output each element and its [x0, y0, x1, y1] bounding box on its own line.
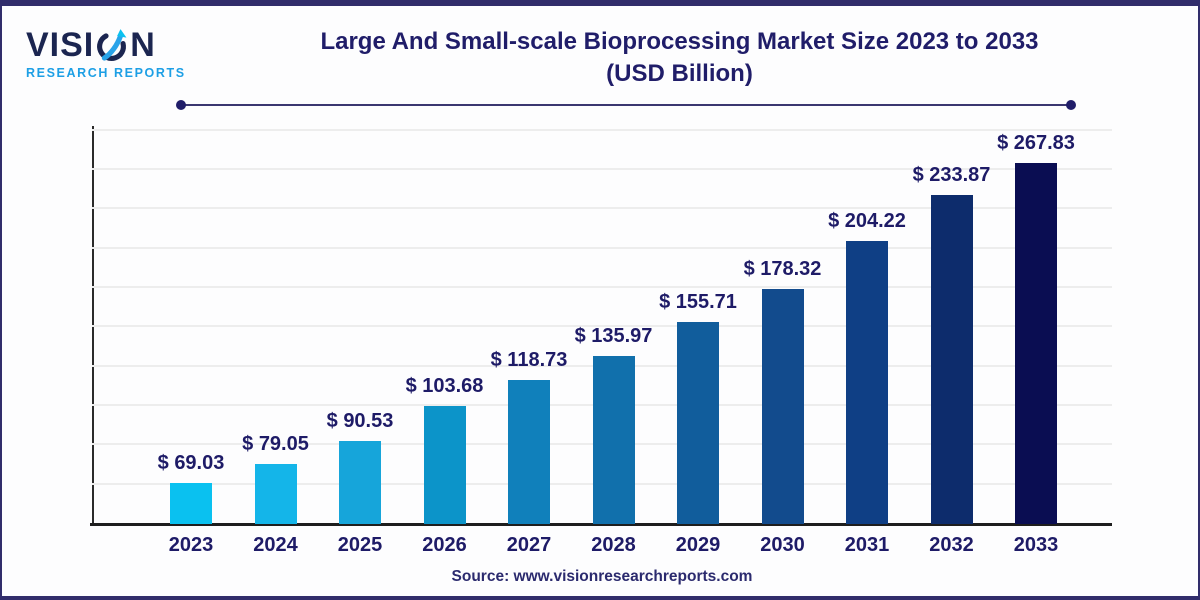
bar-2030: $ 178.32 — [744, 258, 821, 524]
bar-value-label-2025: $ 90.53 — [326, 410, 394, 432]
x-axis-label-2025: 2025 — [337, 534, 383, 556]
gridline — [92, 325, 1112, 328]
chart-title-line2: (USD Billion) — [606, 59, 753, 87]
logo-text-right: N — [130, 26, 156, 64]
bar-2029: $ 155.71 — [659, 291, 737, 524]
bar-value-label-2024: $ 79.05 — [242, 433, 309, 455]
chart-title: Large And Small-scale Bioprocessing Mark… — [187, 26, 1172, 89]
bar-2032: $ 233.87 — [913, 164, 990, 524]
x-axis-label-2029: 2029 — [675, 534, 721, 556]
bar-2028: $ 135.97 — [575, 325, 652, 524]
x-axis-label-2024: 2024 — [253, 534, 298, 556]
x-axis-label-2023: 2023 — [168, 534, 214, 556]
x-axis-label-2028: 2028 — [591, 534, 636, 556]
bar-value-label-2029: $ 155.71 — [659, 291, 737, 313]
source-attribution: Source: www.visionresearchreports.com — [451, 568, 753, 585]
gridline — [92, 207, 1112, 210]
x-axis-label-2030: 2030 — [760, 534, 805, 556]
bar-2031: $ 204.22 — [828, 210, 906, 524]
droplet-o-icon — [97, 29, 127, 61]
title-underline — [176, 100, 1076, 110]
bar-2025: $ 90.53 — [327, 410, 393, 524]
bar-2026: $ 103.68 — [406, 375, 483, 524]
vision-research-reports-logo: VISI N RESEARCH REPORTS — [26, 28, 196, 80]
x-axis-line — [90, 523, 1112, 526]
bar-value-label-2028: $ 135.97 — [574, 325, 653, 347]
gridline — [92, 286, 1112, 289]
x-axis-label-2032: 2032 — [929, 534, 974, 556]
underline-right-dot-icon — [1066, 100, 1076, 110]
x-axis-label-2033: 2033 — [1013, 534, 1059, 556]
logo-text-left: VISI — [26, 26, 95, 64]
bar-value-label-2032: $ 233.87 — [912, 164, 991, 186]
x-axis-label-2026: 2026 — [422, 534, 467, 556]
bar-2027: $ 118.73 — [491, 349, 567, 524]
chart-title-line1: Large And Small-scale Bioprocessing Mark… — [320, 28, 1039, 55]
x-axis-label-2027: 2027 — [506, 534, 552, 556]
bar-2023: $ 69.03 — [158, 452, 224, 524]
bar-value-label-2026: $ 103.68 — [405, 375, 484, 397]
bar-value-label-2023: $ 69.03 — [157, 452, 225, 474]
bar-2024: $ 79.05 — [242, 433, 309, 524]
gridline — [92, 246, 1112, 249]
x-axis-label-2031: 2031 — [844, 534, 890, 556]
bar-value-label-2031: $ 204.22 — [828, 210, 906, 232]
y-axis-line — [92, 126, 94, 524]
bar-value-label-2033: $ 267.83 — [997, 132, 1075, 154]
gridline — [92, 128, 1112, 131]
underline-left-dot-icon — [176, 100, 186, 110]
bar-2033: $ 267.83 — [997, 132, 1075, 524]
logo-subtitle: RESEARCH REPORTS — [26, 66, 186, 80]
x-axis-labels: 2023 2024 2025 2026 2027 2028 2029 2030 2031 2032… — [92, 534, 1112, 560]
gridline — [92, 168, 1112, 171]
bar-value-label-2030: $ 178.32 — [743, 258, 822, 280]
bar-chart-plot-area: $ 69.03 $ 79.05 $ 90.53 $ 103.68 $ 118.73 $ 1… — [90, 126, 1112, 526]
bar-value-label-2027: $ 118.73 — [490, 349, 568, 371]
logo-wordmark: VISI N — [26, 28, 196, 62]
